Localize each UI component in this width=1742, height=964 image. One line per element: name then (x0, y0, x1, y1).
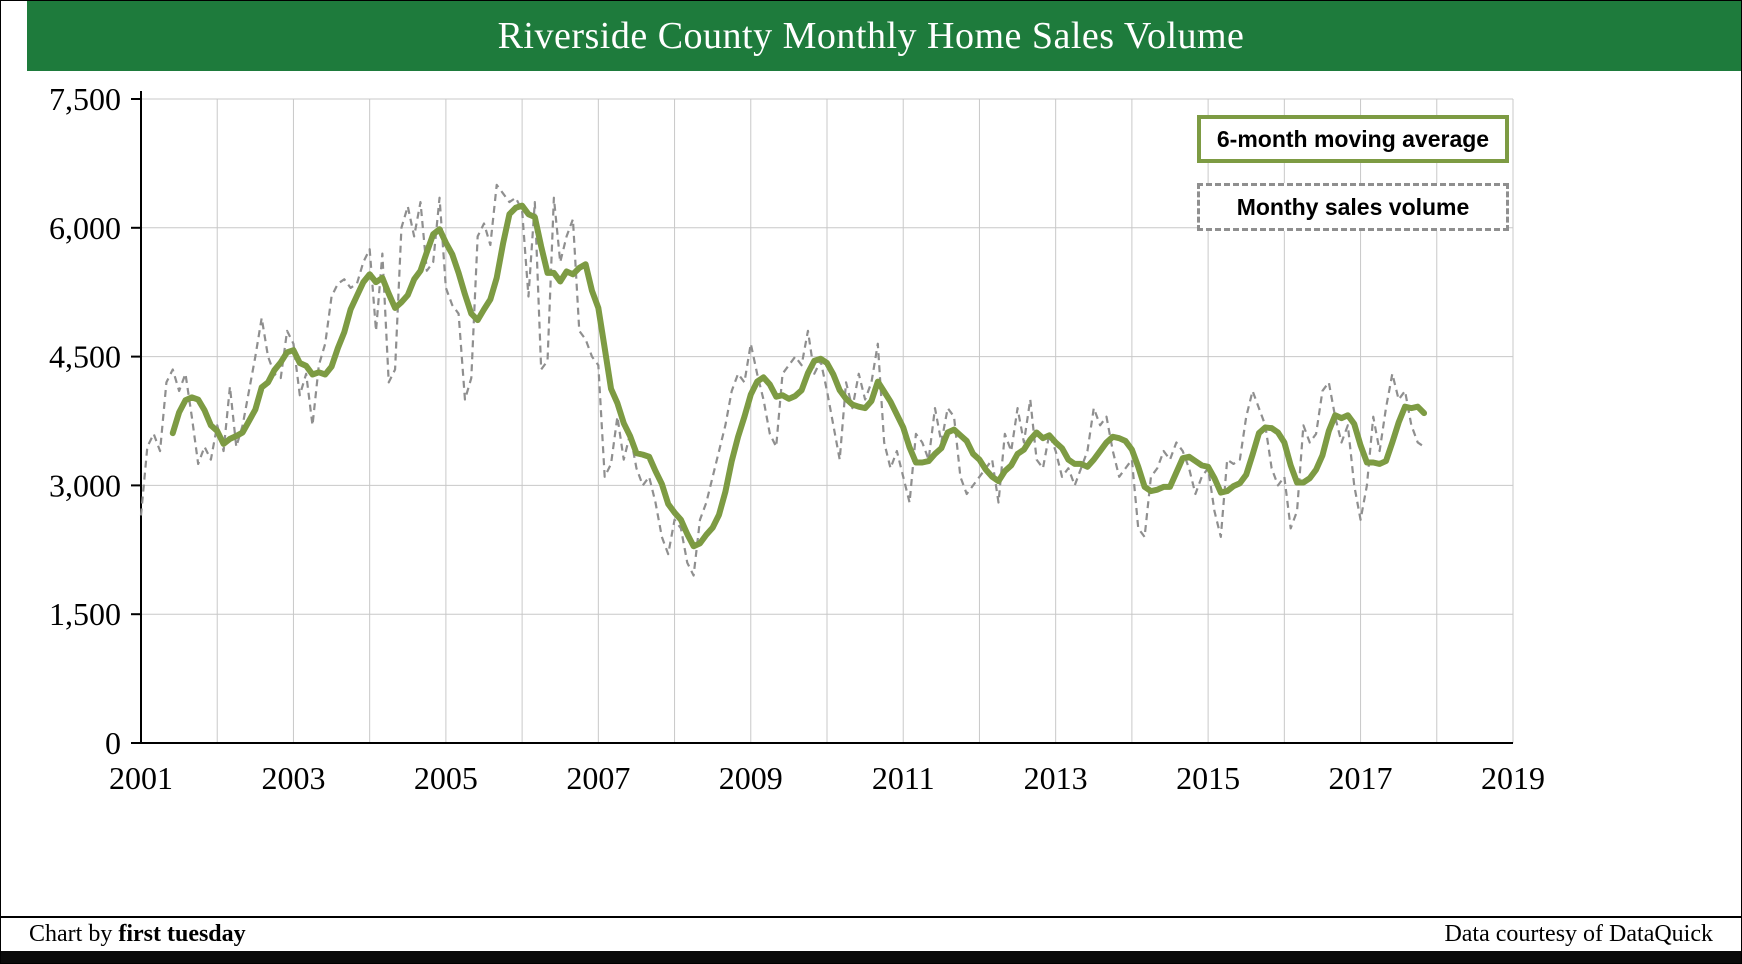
footer: Chart by first tuesday Data courtesy of … (1, 918, 1741, 951)
chart-header: Riverside County Monthly Home Sales Volu… (1, 1, 1741, 71)
bottom-black-bar (1, 951, 1741, 963)
x-tick-label: 2001 (109, 760, 173, 796)
x-tick-label: 2005 (414, 760, 478, 796)
credit-data-source: Data courtesy of DataQuick (1444, 921, 1713, 947)
legend-monthly-sales-label: Monthy sales volume (1236, 193, 1470, 220)
page-title: Riverside County Monthly Home Sales Volu… (497, 15, 1245, 57)
x-tick-label: 2019 (1481, 760, 1545, 796)
y-tick-label: 4,500 (49, 339, 121, 375)
y-tick-label: 7,500 (49, 81, 121, 117)
x-tick-label: 2013 (1024, 760, 1088, 796)
header-green-bar (27, 1, 1741, 71)
chart-canvas: 0 1,500 3,000 4,500 6,000 7,500 2001 2003 2005 20… (49, 81, 1545, 796)
legend-moving-average: 6-month moving average (1197, 115, 1509, 163)
x-tick-label: 2007 (566, 760, 630, 796)
x-tick-label: 2009 (719, 760, 783, 796)
x-tick-label: 2015 (1176, 760, 1240, 796)
chart-area: 0 1,500 3,000 4,500 6,000 7,500 2001 2003 2005 20… (1, 71, 1741, 918)
x-tick-label: 2011 (872, 760, 935, 796)
y-tick-label: 0 (105, 725, 121, 761)
y-tick-label: 6,000 (49, 210, 121, 246)
legend-monthly-sales: Monthy sales volume (1197, 183, 1509, 231)
y-tick-label: 1,500 (49, 596, 121, 632)
moving-average-line (169, 202, 1428, 550)
x-tick-label: 2017 (1329, 760, 1393, 796)
y-tick-label: 3,000 (49, 467, 121, 503)
credit-chart-by-brand: first tuesday (118, 921, 246, 947)
credit-chart-by: Chart by first tuesday (29, 921, 246, 948)
x-tick-label: 2003 (261, 760, 325, 796)
credit-chart-by-prefix: Chart by (29, 921, 119, 947)
legend-moving-average-label: 6-month moving average (1216, 125, 1490, 152)
monthly-sales-line (139, 183, 1425, 577)
